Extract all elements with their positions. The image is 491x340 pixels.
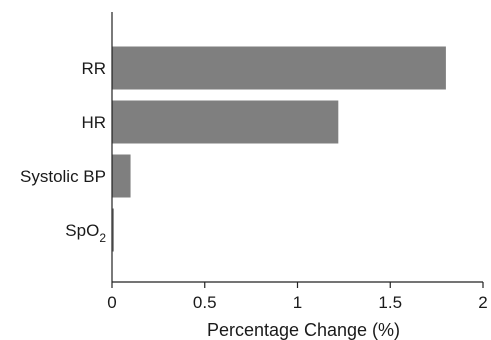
bar-spo2 <box>112 208 114 252</box>
x-tick-label: 1 <box>293 293 302 312</box>
x-ticks: 0 0.5 1 1.5 2 <box>107 282 488 312</box>
category-label-systolic-bp: Systolic BP <box>20 167 106 186</box>
category-label-rr: RR <box>81 59 106 78</box>
bar-systolic-bp <box>112 154 131 198</box>
x-tick-label: 1.5 <box>378 293 402 312</box>
category-labels: RR HR Systolic BP SpO2 <box>20 59 106 245</box>
x-tick-label: 2 <box>478 293 487 312</box>
x-tick-label: 0.5 <box>193 293 217 312</box>
bars-group <box>112 46 446 252</box>
category-label-spo2: SpO2 <box>65 221 106 245</box>
x-axis-title: Percentage Change (%) <box>207 320 400 340</box>
bar-rr <box>112 46 446 90</box>
bar-hr <box>112 100 339 144</box>
category-label-hr: HR <box>81 113 106 132</box>
x-tick-label: 0 <box>107 293 116 312</box>
